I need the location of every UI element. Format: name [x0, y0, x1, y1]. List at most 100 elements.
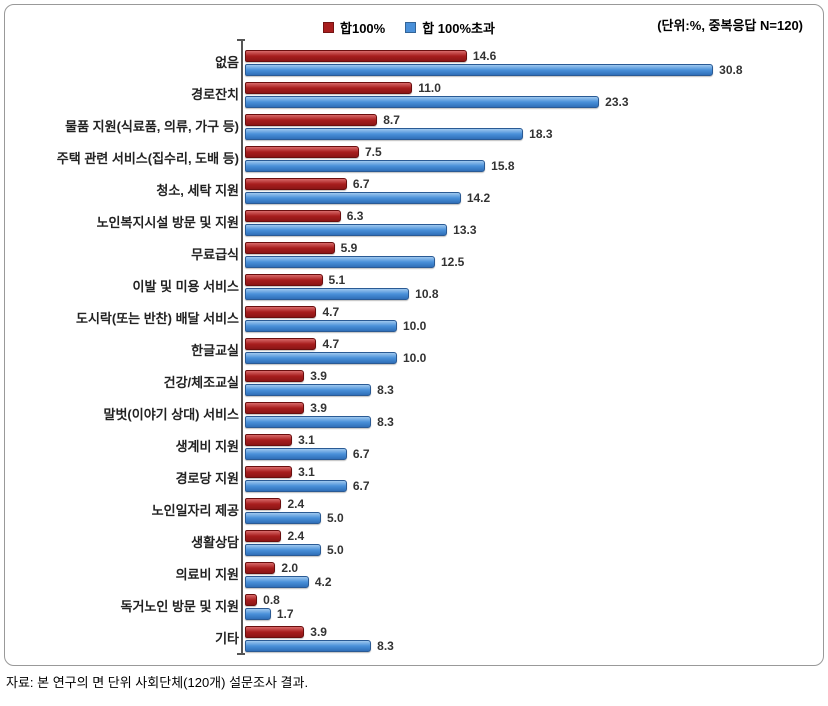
bar-series-b	[245, 160, 485, 172]
bar-series-a	[245, 50, 467, 62]
legend-item-a: 합100%	[323, 18, 385, 37]
value-label-b: 8.3	[377, 639, 394, 653]
bar-series-a	[245, 178, 347, 190]
bar-wrap-a: 2.4	[245, 498, 803, 510]
category-label: 독거노인 방문 및 지원	[15, 600, 245, 614]
bar-wrap-b: 18.3	[245, 128, 803, 140]
category-label: 노인일자리 제공	[15, 504, 245, 518]
bars-column: 3.16.7	[245, 431, 803, 463]
bar-series-a	[245, 562, 275, 574]
value-label-b: 6.7	[353, 479, 370, 493]
bar-series-a	[245, 594, 257, 606]
bars-column: 3.98.3	[245, 623, 803, 655]
source-note: 자료: 본 연구의 면 단위 사회단체(120개) 설문조사 결과.	[6, 672, 828, 691]
bar-wrap-b: 12.5	[245, 256, 803, 268]
category-label: 기타	[15, 632, 245, 646]
bars-column: 5.9 12.5	[245, 239, 803, 271]
bar-series-a	[245, 370, 304, 382]
value-label-b: 10.8	[415, 287, 438, 301]
y-axis-tick-top	[237, 39, 245, 41]
legend-item-b: 합 100%초과	[405, 18, 495, 37]
bars-column: 3.98.3	[245, 399, 803, 431]
bar-wrap-b: 5.0	[245, 544, 803, 556]
value-label-b: 8.3	[377, 415, 394, 429]
bars-column: 2.45.0	[245, 527, 803, 559]
value-label-b: 12.5	[441, 255, 464, 269]
bar-wrap-a: 3.1	[245, 466, 803, 478]
value-label-b: 5.0	[327, 543, 344, 557]
bar-wrap-b: 8.3	[245, 416, 803, 428]
value-label-b: 30.8	[719, 63, 742, 77]
bar-series-a	[245, 626, 304, 638]
bar-wrap-b: 15.8	[245, 160, 803, 172]
value-label-a: 4.7	[322, 337, 339, 351]
chart-row: 주택 관련 서비스(집수리, 도배 등)7.515.8	[15, 143, 803, 175]
bar-wrap-b: 10.8	[245, 288, 803, 300]
bar-series-b	[245, 96, 599, 108]
bar-wrap-b: 30.8	[245, 64, 803, 76]
bar-series-b	[245, 256, 435, 268]
value-label-a: 2.0	[281, 561, 298, 575]
bar-series-b	[245, 416, 371, 428]
bar-wrap-a: 0.8	[245, 594, 803, 606]
bar-wrap-a: 14.6	[245, 50, 803, 62]
value-label-a: 2.4	[287, 497, 304, 511]
chart-row: 청소, 세탁 지원6.714.2	[15, 175, 803, 207]
chart-row: 한글교실4.710.0	[15, 335, 803, 367]
bars-column: 5.110.8	[245, 271, 803, 303]
value-label-a: 5.9	[341, 241, 358, 255]
bar-wrap-b: 14.2	[245, 192, 803, 204]
bar-series-a	[245, 82, 412, 94]
category-label: 없음	[15, 56, 245, 70]
category-label: 물품 지원(식료품, 의류, 가구 등)	[15, 120, 245, 134]
unit-label: (단위:%, 중복응답 N=120)	[657, 15, 803, 34]
bar-series-b	[245, 448, 347, 460]
bar-wrap-a: 8.7	[245, 114, 803, 126]
bars-column: 0.81.7	[245, 591, 803, 623]
chart-row: 건강/체조교실3.98.3	[15, 367, 803, 399]
value-label-b: 6.7	[353, 447, 370, 461]
value-label-b: 13.3	[453, 223, 476, 237]
value-label-b: 10.0	[403, 319, 426, 333]
bar-wrap-b: 1.7	[245, 608, 803, 620]
plot-area: 없음14.630.8경로잔치11.023.3물품 지원(식료품, 의류, 가구 …	[15, 47, 803, 655]
value-label-b: 8.3	[377, 383, 394, 397]
bars-column: 4.710.0	[245, 303, 803, 335]
value-label-a: 14.6	[473, 49, 496, 63]
bar-wrap-b: 4.2	[245, 576, 803, 588]
category-label: 청소, 세탁 지원	[15, 184, 245, 198]
bar-wrap-b: 10.0	[245, 352, 803, 364]
value-label-b: 1.7	[277, 607, 294, 621]
bar-series-b	[245, 480, 347, 492]
chart-row: 생계비 지원3.16.7	[15, 431, 803, 463]
bar-series-a	[245, 466, 292, 478]
bars-column: 8.7 18.3	[245, 111, 803, 143]
bar-wrap-b: 6.7	[245, 480, 803, 492]
value-label-b: 5.0	[327, 511, 344, 525]
bar-series-a	[245, 434, 292, 446]
bar-wrap-a: 4.7	[245, 306, 803, 318]
bar-series-b	[245, 288, 409, 300]
category-label: 말벗(이야기 상대) 서비스	[15, 408, 245, 422]
category-label: 경로당 지원	[15, 472, 245, 486]
bar-wrap-a: 6.3	[245, 210, 803, 222]
bar-wrap-a: 11.0	[245, 82, 803, 94]
bar-series-a	[245, 402, 304, 414]
bar-series-a	[245, 498, 281, 510]
bar-wrap-b: 10.0	[245, 320, 803, 332]
category-label: 무료급식	[15, 248, 245, 262]
bars-column: 2.4 5.0	[245, 495, 803, 527]
category-label: 의료비 지원	[15, 568, 245, 582]
y-axis-tick-bottom	[237, 653, 245, 655]
value-label-a: 0.8	[263, 593, 280, 607]
chart-container: 합100% 합 100%초과 (단위:%, 중복응답 N=120) 없음 14.6…	[4, 4, 824, 666]
bar-wrap-b: 5.0	[245, 512, 803, 524]
bar-series-a	[245, 210, 341, 222]
value-label-a: 3.1	[298, 465, 315, 479]
bar-series-a	[245, 306, 316, 318]
value-label-a: 6.3	[347, 209, 364, 223]
legend-label-b: 합 100%초과	[422, 18, 495, 37]
bar-wrap-b: 8.3	[245, 640, 803, 652]
category-label: 건강/체조교실	[15, 376, 245, 390]
legend-swatch-b	[405, 22, 416, 33]
